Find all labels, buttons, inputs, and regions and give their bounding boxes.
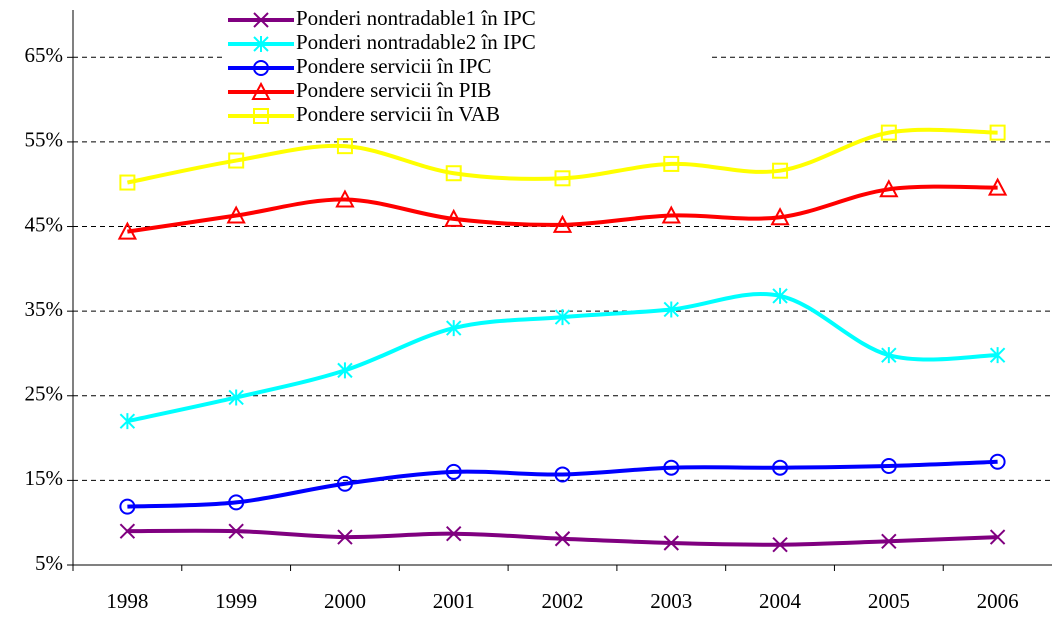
series <box>119 287 1006 430</box>
legend-label: Ponderi nontradable1 în IPC <box>296 6 536 30</box>
point <box>253 108 269 124</box>
point <box>253 60 269 76</box>
y-tick-label: 25% <box>25 382 64 406</box>
point <box>251 81 271 100</box>
series <box>119 124 1006 191</box>
point <box>772 536 788 553</box>
point <box>881 347 897 364</box>
point <box>119 498 136 515</box>
legend-label: Pondere servicii în VAB <box>296 102 500 126</box>
point <box>772 162 789 179</box>
x-tick-label: 2004 <box>759 589 802 613</box>
point <box>337 529 353 545</box>
point <box>554 309 571 326</box>
point <box>445 463 462 480</box>
point <box>446 320 462 337</box>
series <box>119 523 1006 553</box>
point <box>770 207 790 226</box>
point <box>772 287 788 304</box>
point <box>772 459 789 476</box>
point <box>226 205 246 224</box>
y-tick-label: 45% <box>25 212 64 236</box>
point <box>117 221 138 240</box>
point <box>253 12 269 28</box>
y-tick-label: 5% <box>35 551 63 575</box>
x-tick-label: 2003 <box>650 589 692 613</box>
point <box>663 155 680 172</box>
point <box>336 475 353 492</box>
x-tick-label: 2002 <box>542 589 584 613</box>
x-tick-label: 1998 <box>106 589 148 613</box>
point <box>880 458 897 474</box>
point <box>881 533 897 550</box>
point <box>989 453 1006 470</box>
line <box>127 184 998 234</box>
point <box>253 36 269 52</box>
point <box>663 535 679 551</box>
point <box>228 389 244 406</box>
point <box>336 138 353 155</box>
point <box>228 523 244 539</box>
point <box>444 208 464 227</box>
point <box>554 466 571 483</box>
y-tick-label: 35% <box>25 297 64 321</box>
series <box>119 453 1006 515</box>
point <box>554 531 571 547</box>
point <box>989 124 1006 141</box>
legend-box <box>225 8 710 134</box>
line <box>127 459 998 509</box>
point <box>663 301 679 318</box>
point <box>880 124 897 141</box>
point <box>445 165 462 182</box>
point <box>335 189 355 208</box>
point <box>554 170 571 187</box>
point <box>663 459 680 476</box>
legend-label: Pondere servicii în IPC <box>296 54 491 78</box>
point <box>552 214 573 233</box>
point <box>989 529 1006 545</box>
series <box>117 177 1008 240</box>
point <box>119 413 136 430</box>
point <box>119 174 136 191</box>
point <box>228 494 245 511</box>
x-tick-label: 2000 <box>324 589 366 613</box>
x-tick-label: 2001 <box>433 589 475 613</box>
y-tick-label: 15% <box>25 466 64 490</box>
x-tick-label: 2005 <box>868 589 910 613</box>
point <box>119 523 136 539</box>
x-tick-label: 2006 <box>977 589 1019 613</box>
point <box>987 177 1008 196</box>
legend-label: Pondere servicii în PIB <box>296 78 491 102</box>
point <box>228 152 245 169</box>
point <box>446 525 462 542</box>
y-tick-label: 55% <box>25 128 64 152</box>
y-tick-label: 65% <box>25 43 64 67</box>
point <box>989 347 1006 364</box>
x-tick-label: 1999 <box>215 589 257 613</box>
point <box>337 362 353 379</box>
line <box>126 127 998 185</box>
point <box>661 205 681 224</box>
point <box>879 179 899 198</box>
legend-label: Ponderi nontradable2 în IPC <box>296 30 536 54</box>
